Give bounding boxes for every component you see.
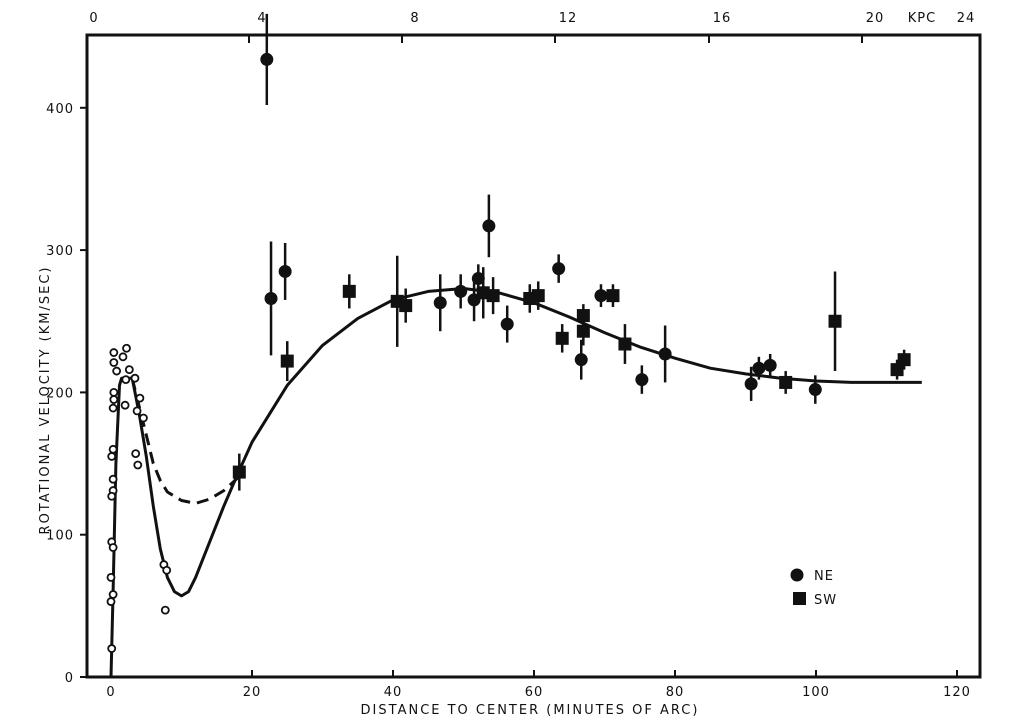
inner-open-point bbox=[131, 449, 141, 458]
inner-open-point bbox=[139, 413, 148, 423]
y-tick-label: 200 bbox=[46, 386, 74, 401]
y-axis-title: ROTATIONAL VELOCITY (KM/SEC) bbox=[38, 266, 53, 535]
sw-point bbox=[476, 286, 490, 300]
sw-point bbox=[232, 465, 246, 479]
ne-point bbox=[763, 358, 777, 372]
dashed-curve bbox=[130, 377, 239, 505]
ne-point bbox=[744, 377, 758, 391]
top-tick-label: 12 bbox=[559, 11, 578, 26]
inner-open-point bbox=[133, 460, 143, 470]
x-tick-label: 80 bbox=[666, 685, 685, 700]
inner-open-point bbox=[106, 572, 116, 582]
inner-open-point bbox=[108, 403, 118, 413]
sw-point bbox=[486, 289, 500, 303]
inner-open-point bbox=[109, 358, 119, 367]
sw-point bbox=[890, 363, 904, 377]
inner-open-point bbox=[121, 375, 131, 384]
inner-open-point bbox=[135, 393, 145, 403]
inner-open-point bbox=[107, 452, 117, 461]
data-points bbox=[106, 13, 911, 653]
inner-open-point bbox=[162, 565, 172, 575]
inner-open-point bbox=[122, 343, 131, 353]
axis-ticks: 0 20 40 60 80 100 120 0 100 200 300 400 0 4 8 12 16 20 24 bbox=[46, 11, 976, 700]
ne-point bbox=[264, 291, 278, 305]
ne-point bbox=[808, 383, 822, 397]
ne-point bbox=[278, 264, 292, 278]
x-tick-label: 60 bbox=[525, 685, 544, 700]
x-tick-label: 100 bbox=[802, 685, 830, 700]
inner-open-point bbox=[118, 352, 128, 362]
sw-point bbox=[618, 337, 632, 351]
plot-frame bbox=[85, 33, 982, 679]
inner-open-point bbox=[130, 373, 140, 383]
inner-open-point bbox=[107, 491, 117, 501]
sw-point bbox=[576, 324, 590, 338]
ne-point bbox=[433, 296, 447, 310]
inner-open-point bbox=[120, 400, 130, 410]
inner-open-point bbox=[132, 406, 142, 416]
ne-point bbox=[500, 317, 514, 331]
top-tick-label: 24 bbox=[957, 11, 976, 26]
y-tick-label: 0 bbox=[65, 671, 74, 686]
sw-point bbox=[555, 331, 569, 345]
ne-point bbox=[552, 262, 566, 276]
sw-point bbox=[897, 353, 911, 367]
ne-point bbox=[471, 272, 485, 286]
sw-point bbox=[280, 354, 294, 368]
top-tick-label: 16 bbox=[713, 11, 732, 26]
x-axis-title: DISTANCE TO CENTER (MINUTES OF ARC) bbox=[361, 703, 700, 718]
inner-open-point bbox=[109, 387, 119, 397]
inner-open-point bbox=[112, 366, 122, 376]
sw-point bbox=[531, 289, 545, 303]
inner-open-point bbox=[160, 605, 170, 615]
ne-point bbox=[658, 347, 672, 361]
x-tick-label: 40 bbox=[384, 685, 403, 700]
ne-point bbox=[482, 219, 496, 233]
x-tick-label: 0 bbox=[106, 685, 115, 700]
legend-ne-label: NE bbox=[814, 569, 834, 584]
x-tick-label: 20 bbox=[243, 685, 262, 700]
y-tick-label: 100 bbox=[46, 529, 74, 544]
inner-open-point bbox=[109, 395, 119, 404]
ne-point bbox=[635, 373, 649, 387]
inner-open-point bbox=[109, 348, 119, 357]
ne-point bbox=[260, 52, 274, 66]
ne-point bbox=[454, 284, 468, 298]
ne-point bbox=[594, 289, 608, 303]
inner-open-point bbox=[106, 597, 116, 606]
top-tick-label: 20 bbox=[866, 11, 885, 26]
sw-point bbox=[342, 284, 356, 298]
legend: NE SW bbox=[790, 568, 837, 608]
inner-open-point bbox=[108, 543, 118, 552]
inner-open-point bbox=[108, 474, 118, 484]
inner-open-point bbox=[108, 444, 118, 454]
sw-point bbox=[779, 375, 793, 389]
ne-point bbox=[752, 361, 766, 375]
top-tick-label: 0 bbox=[89, 11, 98, 26]
inner-open-point bbox=[107, 644, 117, 653]
top-tick-label: 4 bbox=[257, 11, 266, 26]
y-tick-label: 300 bbox=[46, 244, 74, 259]
y-tick-label: 400 bbox=[46, 102, 74, 117]
curves bbox=[109, 287, 922, 678]
legend-sw-label: SW bbox=[814, 593, 837, 608]
top-axis-unit-label: KPC bbox=[908, 11, 936, 26]
sw-point bbox=[828, 314, 842, 328]
sw-point bbox=[606, 289, 620, 303]
legend-sw-marker bbox=[793, 592, 806, 605]
sw-point bbox=[576, 309, 590, 323]
legend-ne-marker bbox=[790, 568, 804, 582]
x-tick-label: 120 bbox=[943, 685, 971, 700]
top-tick-label: 8 bbox=[410, 11, 419, 26]
inner-open-point bbox=[108, 590, 118, 599]
sw-point bbox=[399, 299, 413, 313]
ne-point bbox=[574, 353, 588, 367]
inner-open-point bbox=[124, 365, 134, 375]
